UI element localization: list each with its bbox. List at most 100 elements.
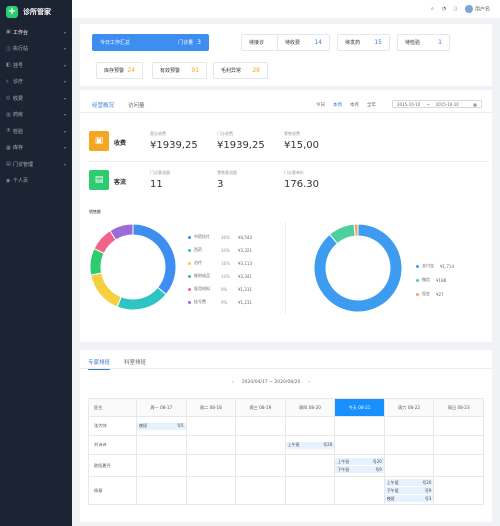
shift-slot[interactable]: 上午班 号20 (335, 458, 384, 465)
shift-slot[interactable]: 夜班 号3 (384, 495, 434, 502)
avatar (464, 5, 473, 13)
donut-slice[interactable] (132, 223, 177, 296)
shift-slot[interactable]: 上午班 号20 (384, 479, 434, 486)
sidebar-item[interactable]: ◎ 收费 ▾ (0, 90, 72, 107)
schedule-cell[interactable] (136, 476, 187, 505)
day-column-header[interactable]: 周一 08-17 (136, 398, 187, 417)
chevron-left-icon[interactable]: ‹ (232, 380, 234, 385)
search-icon[interactable]: ⌕ (431, 6, 434, 12)
schedule-cell[interactable] (433, 454, 484, 477)
legend-item[interactable]: 耗材成品 10% ¥2,341 (188, 273, 268, 279)
schedule-cell[interactable] (185, 435, 237, 455)
period-week[interactable]: 本周 (333, 103, 342, 108)
shift-slot[interactable]: 下午班 号9 (335, 466, 384, 473)
schedule-cell[interactable] (185, 476, 237, 505)
day-column-header[interactable]: 周三 08-19 (235, 398, 286, 417)
bell-icon[interactable]: ◔ (441, 6, 447, 12)
chevron-right-icon[interactable]: › (308, 380, 311, 385)
schedule-cell[interactable]: 上午班 号20 下午班 号9 (334, 454, 385, 477)
sidebar-item[interactable]: ▦ 库存 ▾ (0, 140, 72, 157)
worktab-4[interactable]: 待检验 1 (397, 34, 450, 51)
legend-item[interactable]: 西药 20% ¥3,321 (188, 247, 268, 253)
day-column-header[interactable]: 周二 08-18 (185, 398, 237, 417)
schedule-cell[interactable] (136, 454, 187, 477)
shift-slot[interactable]: 上午班 号20 (285, 441, 335, 449)
sidebar-item[interactable]: ◧ 挂号 ▾ (0, 57, 72, 74)
donut-slice[interactable] (116, 286, 167, 311)
sidebar-item-label: 门诊管理 (13, 161, 34, 168)
schedule-cell[interactable]: 上午班 号20 下午班 号9 夜班 号3 (383, 476, 435, 505)
sidebar-item[interactable]: ▥ 药房 ▾ (0, 107, 72, 124)
schedule-cell[interactable] (136, 435, 187, 455)
sidebar-item[interactable]: ⚕ 诊疗 ▾ (0, 74, 72, 91)
schedule-cell[interactable] (284, 454, 336, 477)
worktab-count: 91 (191, 67, 199, 74)
legend-item[interactable]: 支付宝 ¥1,714 (416, 263, 454, 269)
period-today[interactable]: 今日 (316, 103, 325, 108)
legend-item[interactable]: 医用材料 9% ¥1,231 (188, 286, 268, 292)
sidebar-item[interactable]: ⚗ 检验 ▾ (0, 123, 72, 140)
day-column-header[interactable]: 周六 08-22 (383, 398, 435, 417)
schedule-cell[interactable] (284, 476, 336, 505)
worktab-label: 库存预警 (104, 68, 125, 74)
schedule-cell[interactable]: 夜班 号5 (136, 416, 187, 436)
donut-slice[interactable] (109, 223, 134, 241)
period-year[interactable]: 全年 (367, 103, 376, 108)
legend-percent: 9% (221, 299, 228, 305)
sidebar-item[interactable]: ◉ 个人页 (0, 173, 72, 190)
legend-label: 中药饮片 (194, 234, 210, 239)
legend-item[interactable]: 挂号费 9% ¥1,231 (188, 299, 268, 305)
schedule-cell[interactable] (334, 416, 385, 436)
user-menu[interactable]: 用户名 (464, 5, 490, 13)
schedule-cell[interactable] (433, 476, 484, 505)
schedule-cell[interactable] (185, 416, 237, 436)
shift-slot[interactable]: 下午班 号9 (384, 487, 434, 494)
worktab-7[interactable]: 毛利异常 28 (213, 62, 268, 79)
worktab-count: 15 (374, 39, 382, 46)
schedule-cell[interactable]: 上午班 号20 (284, 435, 336, 455)
schedule-cell[interactable] (235, 416, 286, 436)
tab-department-schedule[interactable]: 科室排班 (124, 360, 147, 366)
schedule-cell[interactable] (235, 454, 286, 477)
schedule-cell[interactable] (433, 435, 484, 455)
app-logo[interactable]: + 诊所管家 (0, 0, 72, 24)
legend-item[interactable]: 中药饮片 36% ¥4,544 (188, 234, 268, 240)
worktab-0[interactable]: 今日工作汇总 门诊量 3 (92, 34, 209, 51)
day-column-header[interactable]: 今天 08-21 (334, 398, 385, 417)
schedule-cell[interactable] (383, 454, 435, 477)
period-month[interactable]: 本月 (350, 103, 359, 108)
worktab-5[interactable]: 库存预警 24 (96, 62, 143, 79)
donut-slice[interactable] (353, 223, 359, 237)
worktab-label: 待收费 (285, 40, 301, 46)
schedule-cell[interactable] (235, 435, 286, 455)
shift-slot[interactable]: 夜班 号5 (137, 422, 186, 430)
worktab-3[interactable]: 待发药 15 (337, 34, 390, 51)
tab-visits[interactable]: 访问量 (128, 103, 145, 109)
help-icon[interactable]: ▯ (454, 6, 457, 12)
legend-dot (188, 287, 191, 291)
worktab-6[interactable]: 有效预警 91 (152, 62, 207, 79)
sidebar-item[interactable]: ▤ 门诊管理 ▾ (0, 156, 72, 173)
legend-item[interactable]: 微信 ¥188 (416, 277, 446, 283)
schedule-cell[interactable] (284, 416, 336, 436)
schedule-cell[interactable] (235, 476, 286, 505)
schedule-cell[interactable] (334, 435, 385, 455)
worktab-2[interactable]: 待收费 14 (277, 34, 330, 51)
schedule-cell[interactable] (334, 476, 385, 505)
legend-item[interactable]: 现金 ¥27 (416, 291, 444, 297)
tab-expert-schedule[interactable]: 专家排班 (88, 358, 111, 370)
day-column-header[interactable]: 周四 08-20 (284, 398, 336, 417)
date-range-picker[interactable]: 2015-10-10 → 2015-10-10 ▦ (392, 100, 482, 108)
sidebar-item[interactable]: ▣ 工作台 ▾ (0, 24, 72, 41)
schedule-cell[interactable] (185, 454, 237, 477)
day-column-header[interactable]: 周日 08-23 (433, 398, 484, 417)
donut-slice[interactable] (90, 272, 122, 308)
schedule-cell[interactable] (383, 416, 435, 436)
coin-icon: ◎ (6, 95, 11, 102)
calendar-icon[interactable]: ▦ (473, 101, 477, 107)
donut-slice[interactable] (313, 223, 403, 313)
schedule-cell[interactable] (433, 416, 484, 436)
sidebar-item[interactable]: ◫ 执行站 ▾ (0, 41, 72, 58)
schedule-cell[interactable] (383, 435, 435, 455)
legend-item[interactable]: 治疗 16% ¥3,113 (188, 260, 268, 266)
